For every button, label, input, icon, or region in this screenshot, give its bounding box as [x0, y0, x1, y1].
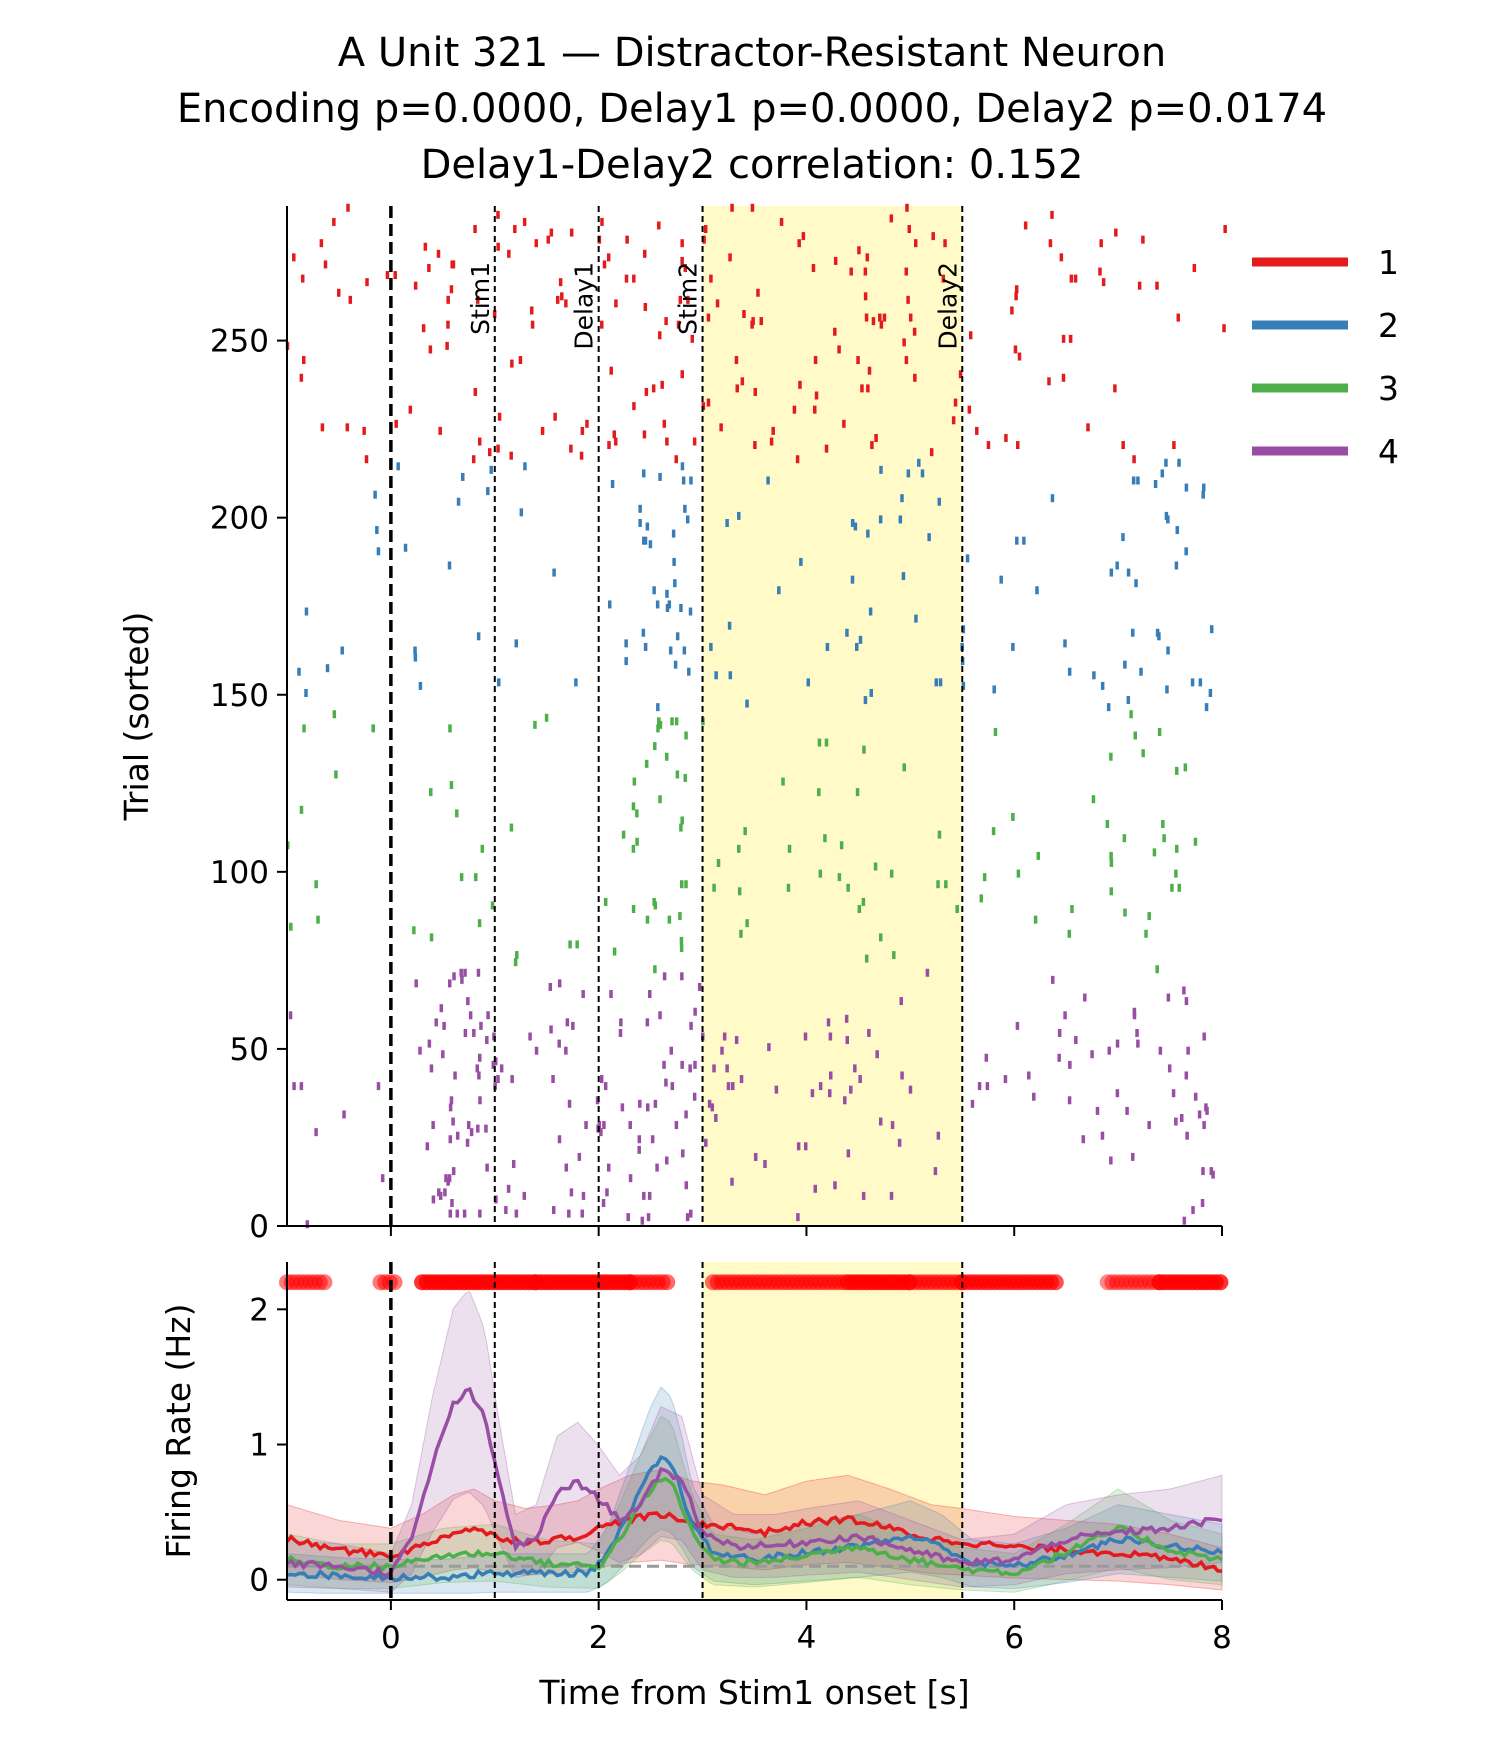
- rate-event-lines: [389, 1262, 964, 1600]
- raster-y-tick-label: 150: [210, 678, 269, 714]
- significance-dot: [1132, 1274, 1149, 1291]
- raster-event-lines: Stim1 Delay1 Stim2 Delay2: [389, 206, 964, 1226]
- rate-line-3: [286, 1476, 1223, 1577]
- title-line-2: Encoding p=0.0000, Delay1 p=0.0000, Dela…: [177, 86, 1327, 132]
- firing-rate-panel: 0 1 2 0 2 4 6 8 Firing Rate (Hz) Time from Sti…: [159, 1262, 1232, 1712]
- rate-x-tick-label: 6: [1004, 1620, 1024, 1656]
- legend-label-1: 1: [1378, 243, 1399, 282]
- rate-y-ticks: 0 1 2: [249, 1292, 287, 1599]
- rate-line-1: [285, 1511, 1223, 1573]
- significance-dot: [1118, 1274, 1135, 1291]
- event-label: Delay1: [570, 262, 599, 350]
- delay2-highlight-window: [702, 206, 963, 1226]
- significance-dot: [1099, 1274, 1116, 1291]
- event-label: Delay2: [933, 262, 962, 350]
- rate-x-axis-label: Time from Stim1 onset [s]: [538, 1673, 969, 1712]
- significance-dot: [386, 1274, 403, 1291]
- rate-y-tick-label: 1: [249, 1428, 269, 1464]
- legend-label-4: 4: [1378, 432, 1399, 471]
- rate-x-tick-label: 8: [1212, 1620, 1232, 1656]
- significance-markers: [279, 1274, 1229, 1291]
- raster-y-tick-label: 250: [210, 324, 269, 360]
- title-line-1: A Unit 321 — Distractor-Resistant Neuron: [338, 30, 1166, 76]
- rate-x-ticks: 0 2 4 6 8: [381, 1600, 1232, 1656]
- significance-dot: [1123, 1274, 1140, 1291]
- rate-y-tick-label: 0: [249, 1563, 269, 1599]
- raster-y-ticks: 0 50 100 150 200 250: [210, 324, 1223, 1245]
- significance-dot: [1137, 1274, 1154, 1291]
- title-line-3: Delay1-Delay2 correlation: 0.152: [421, 142, 1084, 188]
- firing-rate-lines: [285, 1386, 1224, 1583]
- significance-dot: [1127, 1274, 1144, 1291]
- raster-y-tick-label: 0: [249, 1209, 269, 1245]
- significance-dot: [316, 1274, 333, 1291]
- raster-y-tick-label: 200: [210, 501, 269, 537]
- raster-condition-3: [285, 710, 1198, 974]
- legend: 1 2 3 4: [1252, 243, 1399, 471]
- rate-y-tick-label: 2: [249, 1292, 269, 1328]
- rate-y-axis-label: Firing Rate (Hz): [159, 1304, 198, 1559]
- significance-dot: [1113, 1274, 1130, 1291]
- significance-dot: [1104, 1274, 1121, 1291]
- rate-x-tick-label: 0: [381, 1620, 401, 1656]
- rate-x-tick-label: 4: [797, 1620, 817, 1656]
- raster-panel: Stim1 Delay1 Stim2 Delay2 0 50 100 150 200 250 T…: [117, 203, 1227, 1245]
- significance-dot: [659, 1274, 676, 1291]
- rate-line-4: [285, 1386, 1223, 1578]
- significance-dot: [1212, 1274, 1229, 1291]
- event-label: Stim1: [466, 262, 495, 335]
- raster-y-axis-label: Trial (sorted): [117, 612, 156, 822]
- raster-condition-1: [285, 203, 1227, 464]
- confidence-band-4: [286, 1291, 1223, 1593]
- raster-y-tick-label: 100: [210, 855, 269, 891]
- raster-condition-2: [297, 458, 1214, 712]
- chart-title: A Unit 321 — Distractor-Resistant Neuron…: [177, 30, 1327, 188]
- legend-label-3: 3: [1378, 369, 1399, 408]
- raster-spikes: [285, 203, 1227, 1229]
- confidence-band-3: [286, 1415, 1223, 1593]
- raster-y-tick-label: 50: [230, 1032, 269, 1068]
- legend-label-2: 2: [1378, 306, 1399, 345]
- significance-dot: [1109, 1274, 1126, 1291]
- event-label: Stim2: [674, 262, 703, 335]
- rate-x-tick-label: 2: [589, 1620, 609, 1656]
- significance-dot: [1047, 1274, 1064, 1291]
